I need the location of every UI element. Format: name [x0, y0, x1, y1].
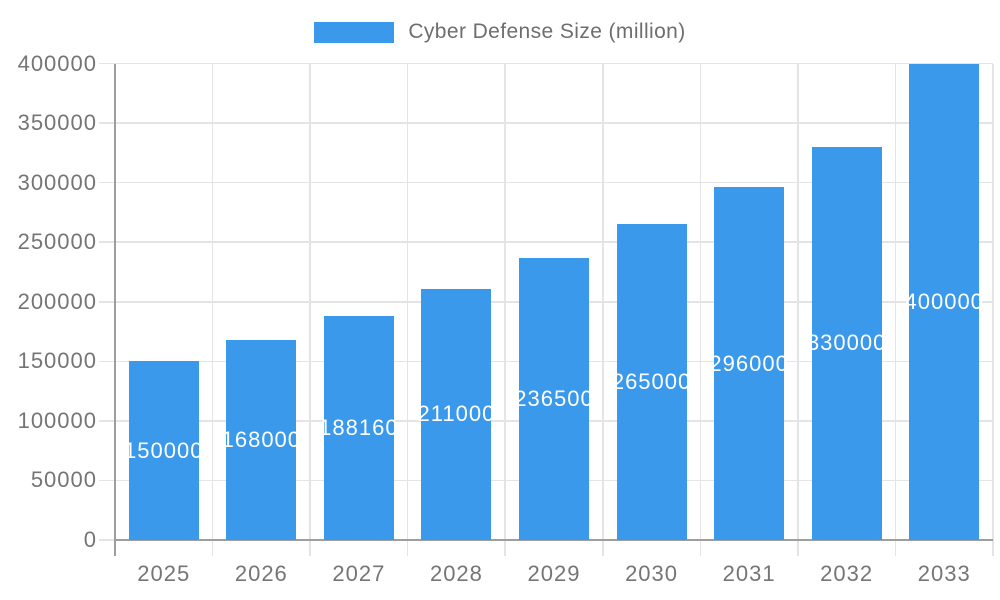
- legend-item[interactable]: Cyber Defense Size (million): [314, 20, 685, 44]
- v-gridline: [211, 63, 214, 556]
- v-gridline: [699, 63, 702, 556]
- bar-2032[interactable]: [811, 146, 882, 540]
- v-gridline: [797, 63, 799, 556]
- v-gridline: [406, 63, 409, 556]
- x-tick-label: 2033: [917, 561, 971, 586]
- bar-2028[interactable]: [421, 288, 492, 540]
- y-axis-line: [114, 63, 116, 556]
- y-axis-tick: [99, 539, 115, 541]
- y-tick-label: 150000: [17, 348, 97, 374]
- y-axis-tick: [99, 360, 115, 363]
- x-tick-label: 2030: [625, 561, 679, 586]
- y-tick-label: 200000: [17, 288, 97, 314]
- y-axis-tick: [99, 301, 115, 303]
- x-tick-label: 2025: [137, 561, 191, 586]
- y-tick-label: 100000: [17, 407, 97, 433]
- v-gridline: [602, 63, 604, 556]
- bar-2030[interactable]: [616, 224, 687, 540]
- y-tick-label: 50000: [30, 467, 97, 493]
- y-axis-tick: [99, 122, 115, 124]
- h-gridline: [115, 241, 993, 243]
- x-tick-label: 2028: [429, 561, 483, 586]
- bar-2029[interactable]: [519, 258, 589, 540]
- bar-2027[interactable]: [323, 315, 394, 540]
- legend-series-label: Cyber Defense Size (million): [408, 20, 686, 43]
- x-axis-line: [115, 539, 993, 541]
- y-axis-tick: [99, 479, 115, 482]
- v-gridline: [504, 63, 506, 556]
- chart-legend: Cyber Defense Size (million): [0, 20, 1000, 44]
- y-axis-tick: [99, 420, 115, 422]
- y-tick-label: 400000: [17, 50, 97, 76]
- y-axis-tick: [99, 181, 115, 184]
- y-tick-label: 350000: [17, 110, 97, 136]
- x-tick-label: 2031: [722, 561, 776, 586]
- bar-2025[interactable]: [128, 361, 199, 540]
- bar-2026[interactable]: [226, 339, 297, 540]
- legend-swatch: [314, 21, 395, 43]
- y-tick-label: 0: [83, 527, 97, 552]
- x-tick-label: 2032: [820, 561, 874, 586]
- h-gridline: [115, 62, 993, 65]
- bar-2031[interactable]: [714, 187, 785, 540]
- h-gridline: [115, 181, 993, 184]
- y-tick-label: 300000: [17, 169, 97, 195]
- h-gridline: [115, 122, 993, 124]
- x-tick-label: 2026: [234, 561, 288, 586]
- v-gridline: [894, 63, 897, 556]
- x-tick-label: 2029: [527, 561, 581, 586]
- v-gridline: [992, 63, 994, 556]
- x-tick-label: 2027: [332, 561, 386, 586]
- y-axis-tick: [99, 241, 115, 243]
- v-gridline: [309, 63, 311, 556]
- y-axis-tick: [99, 62, 115, 65]
- bar-2033[interactable]: [909, 63, 980, 540]
- y-tick-label: 250000: [17, 229, 97, 255]
